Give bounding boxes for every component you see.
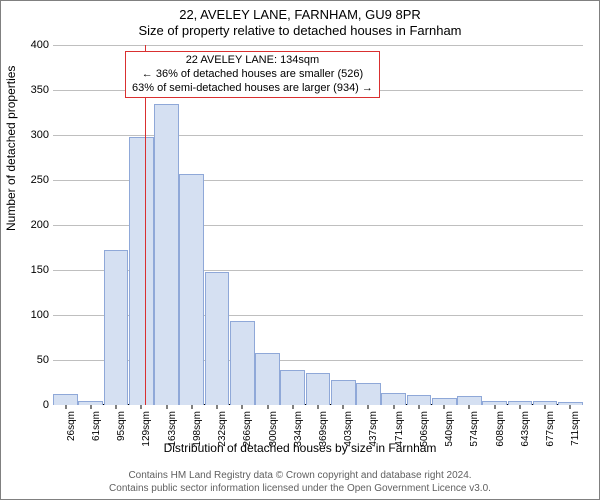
x-tick-mark [393, 405, 394, 409]
histogram-bar [255, 353, 280, 405]
x-tick-label: 403sqm [343, 411, 354, 447]
x-tick-label: 129sqm [141, 411, 152, 447]
x-tick-mark [116, 405, 117, 409]
histogram-bar [230, 321, 255, 405]
y-tick-label: 50 [37, 354, 49, 366]
x-tick-mark [292, 405, 293, 409]
x-tick-mark [545, 405, 546, 409]
x-tick-label: 334sqm [293, 411, 304, 447]
x-tick-label: 369sqm [318, 411, 329, 447]
x-tick-label: 574sqm [469, 411, 480, 447]
x-tick-label: 437sqm [368, 411, 379, 447]
x-tick-mark [217, 405, 218, 409]
y-tick-label: 150 [31, 264, 49, 276]
histogram-bar [432, 398, 457, 405]
x-tick-label: 300sqm [268, 411, 279, 447]
x-tick-mark [318, 405, 319, 409]
x-tick-mark [368, 405, 369, 409]
histogram-bar [129, 137, 154, 405]
y-tick-label: 0 [43, 399, 49, 411]
x-tick-label: 677sqm [545, 411, 556, 447]
x-tick-label: 26sqm [66, 411, 77, 441]
chart-title-line2: Size of property relative to detached ho… [1, 23, 599, 38]
histogram-bar [306, 373, 331, 405]
histogram-bar [407, 395, 432, 405]
annotation-box: 22 AVELEY LANE: 134sqm ← 36% of detached… [125, 51, 380, 98]
x-tick-mark [444, 405, 445, 409]
y-tick-label: 250 [31, 174, 49, 186]
footer-attribution-2: Contains public sector information licen… [1, 483, 599, 494]
x-tick-label: 540sqm [444, 411, 455, 447]
x-tick-label: 61sqm [91, 411, 102, 441]
x-tick-mark [343, 405, 344, 409]
x-tick-mark [242, 405, 243, 409]
x-tick-label: 608sqm [495, 411, 506, 447]
histogram-bar [205, 272, 230, 405]
chart-container: 22, AVELEY LANE, FARNHAM, GU9 8PR Size o… [0, 0, 600, 500]
x-tick-mark [570, 405, 571, 409]
annotation-line3: 63% of semi-detached houses are larger (… [132, 82, 373, 96]
x-tick-mark [65, 405, 66, 409]
x-tick-label: 471sqm [394, 411, 405, 447]
x-tick-label: 163sqm [167, 411, 178, 447]
x-tick-label: 95sqm [116, 411, 127, 441]
x-tick-mark [469, 405, 470, 409]
x-tick-label: 643sqm [520, 411, 531, 447]
x-tick-mark [267, 405, 268, 409]
x-tick-label: 232sqm [217, 411, 228, 447]
histogram-bar [381, 393, 406, 405]
x-tick-label: 266sqm [242, 411, 253, 447]
histogram-bar [356, 383, 381, 405]
x-tick-label: 198sqm [192, 411, 203, 447]
reference-marker-line [145, 45, 146, 405]
x-tick-mark [191, 405, 192, 409]
x-tick-mark [494, 405, 495, 409]
y-axis-label: Number of detached properties [4, 66, 18, 231]
histogram-bar [331, 380, 356, 405]
y-tick-label: 400 [31, 39, 49, 51]
y-tick-label: 300 [31, 129, 49, 141]
histogram-bar [53, 394, 78, 405]
y-tick-label: 350 [31, 84, 49, 96]
histogram-bar [104, 250, 129, 405]
annotation-line1: 22 AVELEY LANE: 134sqm [132, 54, 373, 68]
plot-area: 22 AVELEY LANE: 134sqm ← 36% of detached… [53, 45, 583, 405]
annotation-line2: ← 36% of detached houses are smaller (52… [132, 68, 373, 82]
x-tick-label: 506sqm [419, 411, 430, 447]
y-tick-label: 200 [31, 219, 49, 231]
histogram-bar [179, 174, 204, 405]
histogram-bar [154, 104, 179, 406]
x-tick-mark [418, 405, 419, 409]
y-tick-label: 100 [31, 309, 49, 321]
grid-line [53, 45, 583, 46]
histogram-bar [280, 370, 305, 405]
chart-title-line1: 22, AVELEY LANE, FARNHAM, GU9 8PR [1, 7, 599, 22]
x-tick-mark [90, 405, 91, 409]
x-tick-mark [141, 405, 142, 409]
histogram-bar [457, 396, 482, 405]
x-tick-mark [519, 405, 520, 409]
footer-attribution-1: Contains HM Land Registry data © Crown c… [1, 470, 599, 481]
x-tick-mark [166, 405, 167, 409]
x-tick-label: 711sqm [570, 411, 581, 446]
